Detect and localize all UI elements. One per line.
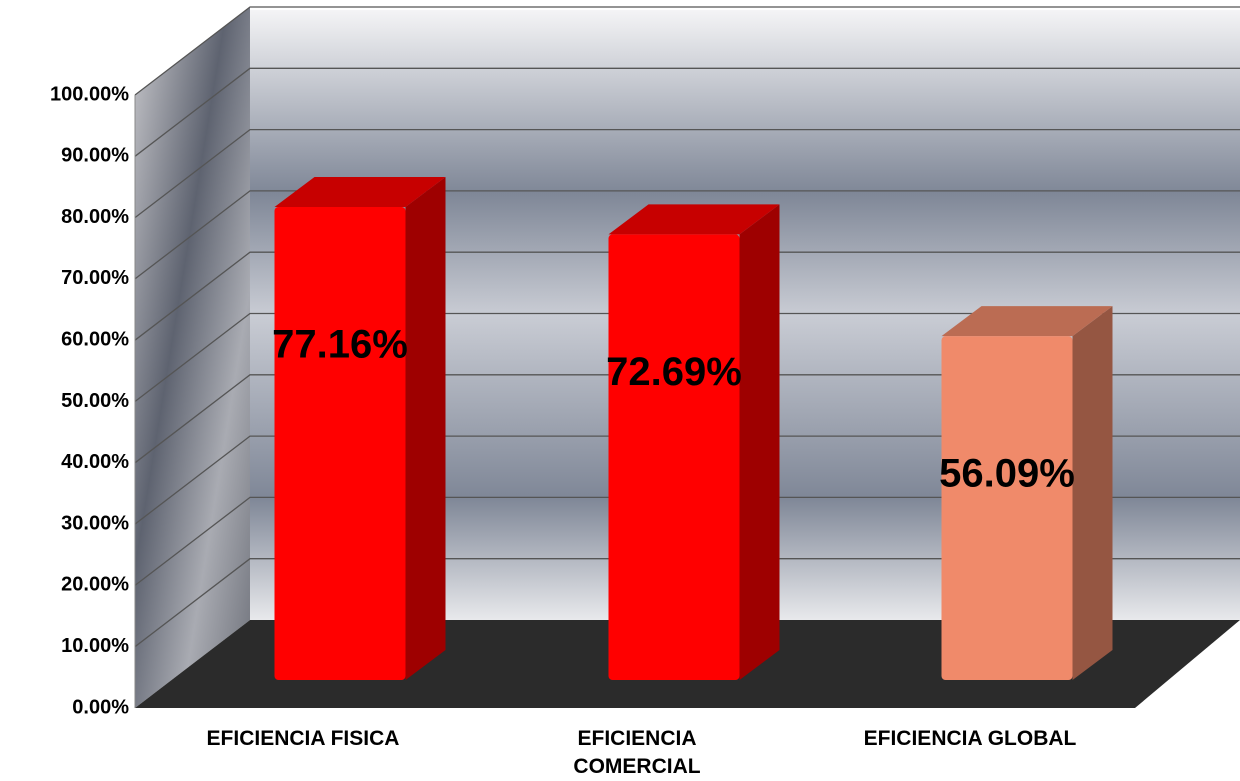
x-tick-label: EFICIENCIA GLOBAL [863,727,1077,750]
grid-line [134,128,1240,219]
grid-line [134,496,1240,586]
y-tick-label: 90.00% [61,145,129,167]
grid-line [134,67,1240,157]
x-tick-label: EFICIENCIA COMERCIAL [573,727,701,778]
bar-top [274,177,446,208]
y-tick-label: 70.00% [61,267,129,289]
grid-line [134,190,1240,280]
bar-side [739,204,780,681]
bar-top [941,306,1113,337]
bar-top [608,204,780,235]
bar [608,234,740,681]
grid-line [134,558,1240,648]
y-tick-label: 80.00% [61,206,129,228]
bar [274,207,406,680]
y-tick-label: 30.00% [61,512,129,534]
y-tick-label: 60.00% [61,328,129,350]
y-tick-label: 50.00% [61,390,129,412]
grid-line [134,251,1240,341]
data-label: 56.09% [939,452,1075,496]
bar-side [405,177,446,680]
bar [941,336,1073,680]
grid-line [134,6,1240,96]
y-tick-label: 100.00% [50,83,129,105]
x-tick-label: EFICIENCIA FISICA [206,727,400,750]
y-tick-label: 20.00% [61,574,129,596]
y-tick-label: 40.00% [61,451,129,473]
grid-line [134,435,1240,525]
data-label: 72.69% [606,350,742,394]
grid-line [134,374,1240,464]
grid-line [134,312,1240,403]
y-tick-label: 0.00% [72,696,129,718]
y-tick-label: 10.00% [61,635,129,657]
bar-side [1072,306,1113,680]
data-label: 77.16% [272,323,408,367]
